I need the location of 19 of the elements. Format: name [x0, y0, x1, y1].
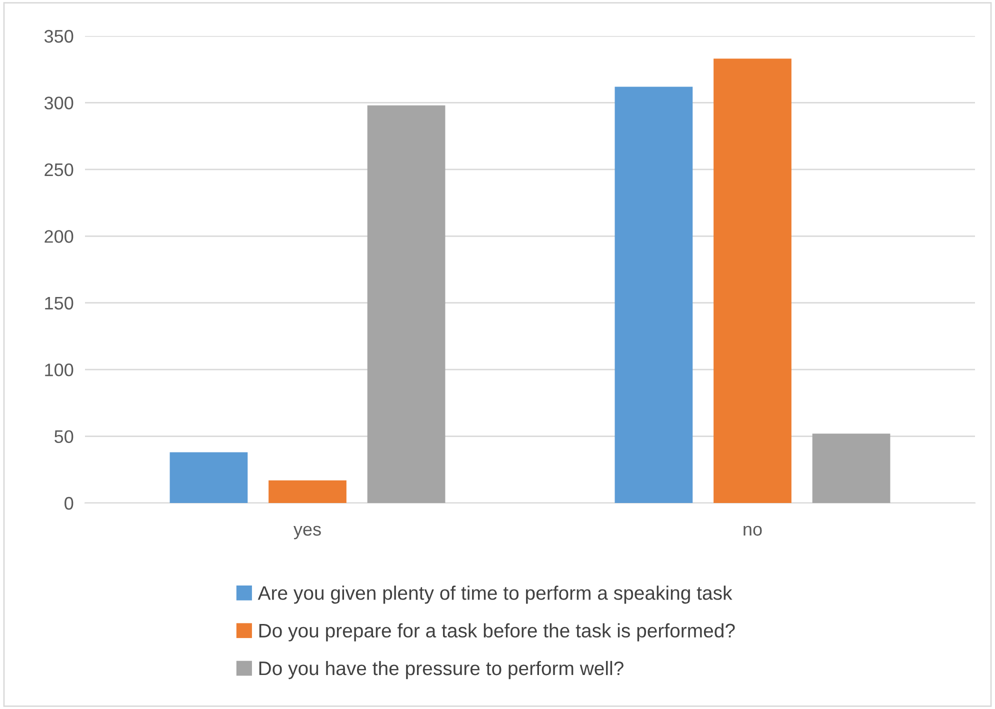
x-tick-label: yes	[293, 526, 321, 540]
legend-label: Do you have the pressure to perform well?	[259, 660, 624, 680]
y-tick-label: 50	[54, 430, 74, 444]
bar	[170, 452, 248, 503]
bar	[714, 58, 792, 503]
y-tick-label: 200	[44, 230, 74, 243]
y-tick-label: 150	[45, 296, 74, 310]
bar	[614, 86, 693, 503]
bar	[812, 434, 890, 503]
bar	[367, 105, 446, 503]
y-tick-label: 0	[64, 496, 74, 510]
legend-label: Do you prepare for a task before the task is performed?	[259, 623, 735, 642]
x-tick-label: no	[744, 526, 762, 536]
bar	[268, 480, 346, 503]
y-tick-label: 100	[45, 364, 74, 376]
y-tick-label: 350	[44, 30, 74, 43]
y-tick-label: 300	[44, 96, 74, 110]
legend-label: Are you given plenty of time to perform a speaking task	[258, 586, 732, 604]
y-tick-label: 250	[44, 163, 74, 176]
